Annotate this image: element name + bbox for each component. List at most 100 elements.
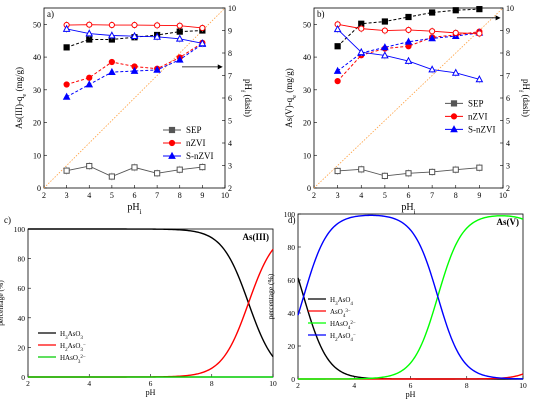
legend-entry-nzvi: nZVI xyxy=(468,111,488,121)
qe-point xyxy=(358,25,365,32)
legend-entry-nzvi: nZVI xyxy=(186,138,206,148)
legend-entry-s-nzvi: S-nZVI xyxy=(468,124,496,134)
x-tick-label: 2 xyxy=(312,191,316,200)
x-tick-label: 8 xyxy=(465,381,469,390)
qe-point xyxy=(381,51,389,59)
ph-final-point xyxy=(334,78,341,85)
y-right-tick-label: 8 xyxy=(228,49,232,58)
y-tick-label: 50 xyxy=(303,20,311,29)
y-right-tick-label: 6 xyxy=(506,94,510,103)
qe-point xyxy=(131,21,138,29)
x-tick-label: 4 xyxy=(352,381,356,390)
ph-final-point xyxy=(85,80,94,88)
qe-point xyxy=(175,34,184,42)
x-tick-label: 2 xyxy=(296,381,300,390)
panel-label: c) xyxy=(4,215,11,225)
ph-final-point xyxy=(153,65,161,73)
qe-point xyxy=(85,29,94,37)
y-right-tick-label: 4 xyxy=(506,139,510,148)
y-tick-label: 0 xyxy=(307,184,311,193)
y-tick-label: 30 xyxy=(303,86,311,95)
y-tick-label: 50 xyxy=(33,20,41,29)
qe-point xyxy=(176,166,183,173)
y-tick-label: 40 xyxy=(33,53,41,62)
ph-final-point xyxy=(176,28,183,35)
x-tick-label: 2 xyxy=(26,379,30,388)
y-right-tick-label: 5 xyxy=(506,117,510,126)
legend-entry-s-nzvi: S-nZVI xyxy=(186,151,214,161)
ph-final-point xyxy=(86,74,93,81)
qe-point xyxy=(199,24,206,32)
qe-point xyxy=(357,47,366,56)
qe-point xyxy=(154,170,161,177)
legend-entry: AsO43− xyxy=(330,308,351,319)
qe-point xyxy=(199,163,206,171)
ph-final-point xyxy=(108,58,115,66)
y-tick-label: 20 xyxy=(288,342,296,351)
x-tick-label: 6 xyxy=(409,381,413,390)
x-axis-label: pH xyxy=(146,388,156,397)
y-tick-label: 0 xyxy=(37,184,41,193)
x-tick-label: 4 xyxy=(359,191,363,200)
y-tick-label: 20 xyxy=(18,343,26,352)
y-right-tick-label: 4 xyxy=(228,139,232,148)
ph-final-point xyxy=(130,66,139,74)
y-tick-label: 60 xyxy=(288,276,296,285)
qe-point xyxy=(428,65,436,73)
qe-point xyxy=(476,164,483,171)
y-tick-label: 10 xyxy=(303,151,311,160)
y-axis-label: As(V)-qe (mg/g) xyxy=(284,68,298,128)
panel-label: d) xyxy=(288,215,296,225)
y-right-tick-label: 7 xyxy=(228,72,232,81)
qe-point xyxy=(154,22,161,29)
ph-final-point xyxy=(404,37,413,45)
qe-point xyxy=(63,167,70,174)
chart-title: As(III) xyxy=(242,232,269,242)
y-tick-label: 80 xyxy=(18,255,26,264)
x-axis-label: pH xyxy=(406,390,416,399)
legend-marker xyxy=(450,100,458,107)
y-axis-label: percentage (%) xyxy=(266,273,275,319)
qe-point xyxy=(475,75,484,83)
y-right-tick-label: 3 xyxy=(228,162,232,171)
legend-entry: H2AsO4− xyxy=(330,332,356,343)
ph-final-point xyxy=(63,44,70,51)
qe-point xyxy=(108,173,115,180)
y-tick-label: 0 xyxy=(291,375,295,384)
y-axis-label: As(III)-qe (mg/g) xyxy=(14,67,28,129)
qe-point xyxy=(86,162,93,170)
x-tick-label: 9 xyxy=(200,191,204,200)
ph-final-point xyxy=(405,13,412,21)
y-right-tick-label: 9 xyxy=(506,27,510,36)
qe-point xyxy=(153,32,161,40)
legend-marker xyxy=(168,126,176,134)
arrow-head xyxy=(495,15,501,21)
y-tick-label: 100 xyxy=(284,210,296,219)
y-tick-label: 20 xyxy=(303,119,311,128)
y-axis-label: percentage (%) xyxy=(0,280,5,326)
x-tick-label: 7 xyxy=(155,191,159,200)
species-curve-2 xyxy=(298,215,524,380)
qe-point xyxy=(429,28,436,35)
legend-marker xyxy=(168,139,176,147)
legend-entry: H3AsO3 xyxy=(60,330,83,341)
x-tick-label: 10 xyxy=(269,379,277,388)
qe-point xyxy=(429,168,436,176)
x-axis-label: pHi xyxy=(127,202,141,216)
reference-line-1to1 xyxy=(313,7,504,189)
y-tick-label: 10 xyxy=(33,151,41,160)
x-tick-label: 2 xyxy=(42,191,46,200)
qe-point xyxy=(108,31,116,39)
x-tick-label: 10 xyxy=(221,191,229,200)
ph-final-point xyxy=(108,67,116,76)
x-tick-label: 8 xyxy=(178,191,182,200)
ph-final-point xyxy=(175,55,184,63)
y-right-tick-label: 2 xyxy=(506,184,510,193)
y-right-tick-label: 6 xyxy=(228,94,232,103)
ph-final-point xyxy=(428,34,436,42)
x-tick-label: 5 xyxy=(383,191,387,200)
ph-final-point xyxy=(86,36,93,43)
qe-point xyxy=(381,172,388,179)
